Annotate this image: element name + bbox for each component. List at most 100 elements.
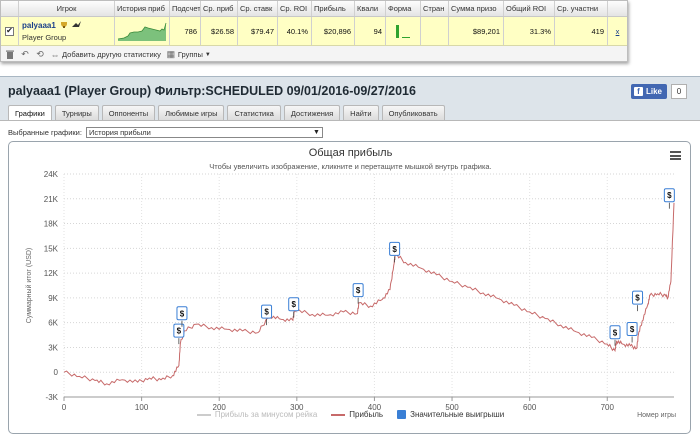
row-checkbox[interactable]: ✔ [5, 26, 14, 36]
player-panel: palyaaa1 (Player Group) Фильтр:SCHEDULED… [0, 76, 700, 436]
trash-icon[interactable] [5, 50, 15, 60]
prize-sum-value: $89,201 [449, 17, 504, 45]
tab-content: Выбранные графики: История прибыли ▼ -3K… [0, 120, 700, 436]
remove-row-link[interactable]: x [608, 17, 627, 45]
undo-icon[interactable]: ↶ [21, 49, 29, 59]
chevron-down-icon: ▼ [313, 129, 320, 136]
add-stats-label: Добавить другую статистику [62, 50, 161, 59]
big-win-label: $ [356, 286, 361, 295]
header-count[interactable]: Подсчет [170, 1, 201, 16]
big-win-label: $ [180, 309, 185, 318]
row-select: ✔ [1, 17, 19, 45]
y-tick-label: 0 [54, 368, 59, 377]
big-win-flag [632, 290, 644, 305]
player-cell: palyaaa1 Player Group [19, 17, 115, 45]
y-tick-label: 3K [48, 343, 58, 352]
legend-line-icon [196, 413, 211, 416]
form-indicator [386, 17, 421, 45]
legend-label-big-wins: Значительные выигрыши [410, 410, 505, 419]
country-value [421, 17, 449, 45]
header-avg-entrants[interactable]: Ср. участни [555, 1, 608, 16]
tab-favorite-games[interactable]: Любимые игры [158, 105, 225, 120]
groups-label: Группы [177, 50, 203, 59]
tab-publish[interactable]: Опубликовать [381, 105, 445, 120]
big-win-flag [663, 188, 675, 203]
header-prize-sum[interactable]: Сумма призо [449, 1, 504, 16]
big-win-flag [352, 283, 364, 298]
big-win-flag [288, 297, 300, 312]
x-tick-label: 0 [62, 403, 67, 412]
header-quali[interactable]: Квали [355, 1, 386, 16]
y-tick-label: 18K [44, 220, 59, 229]
big-win-label: $ [392, 245, 397, 254]
add-stats-button[interactable]: ⇔ Добавить другую статистику [50, 50, 161, 60]
fb-like-count: 0 [671, 84, 688, 99]
header-total-roi[interactable]: Общий ROI [504, 1, 555, 16]
trophy-icon [60, 21, 68, 29]
tab-tournaments[interactable]: Турниры [54, 105, 99, 120]
chart-menu-icon[interactable] [670, 151, 681, 160]
player-name-link[interactable]: palyaaa1 [22, 20, 56, 30]
x-axis-title: Номер игры [637, 412, 676, 419]
big-win-label: $ [613, 328, 618, 337]
header-avg-roi[interactable]: Ср. ROI [278, 1, 312, 16]
stats-table: Игрок История приб Подсчет Ср. приб Ср. … [0, 0, 628, 62]
profit-chart[interactable]: -3K 0 3K 6K 9K 12K 15K 18K 21K 24K 0 100 200 300 400 50… [8, 141, 691, 434]
legend-item-rake[interactable]: Прибыль за минусом рейка [196, 410, 317, 419]
groups-icon: ▦ [166, 49, 176, 59]
tab-opponents[interactable]: Оппоненты [101, 105, 156, 120]
tab-statistics[interactable]: Статистика [227, 105, 281, 120]
tab-charts[interactable]: Графики [8, 105, 52, 120]
tab-achievements[interactable]: Достижения [283, 105, 341, 120]
big-win-label: $ [177, 327, 182, 336]
y-tick-label: 9K [48, 294, 58, 303]
total-roi-value: 31.3% [504, 17, 555, 45]
x-tick-label: 100 [135, 403, 149, 412]
chart-title: Общая прибыль [308, 147, 393, 159]
y-tick-label: -3K [46, 393, 59, 402]
big-win-flag [626, 321, 638, 336]
profit-value: $20,896 [312, 17, 355, 45]
player-group-label: Player Group [22, 32, 67, 42]
groups-dropdown[interactable]: ▦ Группы ▼ [166, 49, 211, 60]
table-row: ✔ palyaaa1 Player Group 786 $26.58 $79.4… [1, 17, 627, 46]
stats-table-header: Игрок История приб Подсчет Ср. приб Ср. … [1, 1, 627, 17]
bird-icon [71, 21, 81, 29]
x-tick-label: 300 [290, 403, 304, 412]
y-tick-label: 21K [44, 195, 59, 204]
header-remove-col [608, 1, 627, 16]
chart-selector-label: Выбранные графики: [8, 128, 82, 137]
header-select-col [1, 1, 19, 16]
big-win-label: $ [291, 300, 296, 309]
header-profit[interactable]: Прибыль [312, 1, 355, 16]
tab-bar: Графики Турниры Оппоненты Любимые игры С… [8, 105, 445, 120]
header-avg-profit[interactable]: Ср. приб [201, 1, 238, 16]
chart-selector: Выбранные графики: История прибыли ▼ [8, 127, 323, 138]
facebook-like: f Like 0 [631, 84, 688, 99]
tab-find[interactable]: Найти [343, 105, 379, 120]
x-tick-label: 200 [213, 403, 227, 412]
y-axis-title: Суммарный итог (USD) [25, 248, 33, 324]
legend-item-big-wins[interactable]: Значительные выигрыши [397, 410, 504, 419]
chart-select[interactable]: История прибыли ▼ [85, 127, 323, 138]
refresh-icon[interactable]: ⟲ [36, 49, 44, 59]
header-profit-history[interactable]: История приб [115, 1, 170, 16]
big-win-flag [173, 323, 185, 338]
header-player[interactable]: Игрок [19, 1, 115, 16]
avg-profit-value: $26.58 [201, 17, 238, 45]
header-avg-stake[interactable]: Ср. ставк [238, 1, 278, 16]
add-column-icon: ⇔ [50, 49, 60, 60]
y-tick-label: 15K [44, 244, 59, 253]
header-country[interactable]: Стран [421, 1, 449, 16]
legend-item-profit[interactable]: Прибыль [331, 410, 383, 419]
y-tick-label: 24K [44, 170, 59, 179]
big-win-flag [389, 241, 401, 256]
x-tick-label: 500 [445, 403, 459, 412]
remove-label[interactable]: x [615, 26, 620, 36]
chart-select-value: История прибыли [88, 128, 151, 137]
count-value: 786 [170, 17, 201, 45]
header-form[interactable]: Форма [386, 1, 421, 16]
big-win-label: $ [264, 308, 269, 317]
fb-like-button[interactable]: f Like [631, 84, 668, 99]
